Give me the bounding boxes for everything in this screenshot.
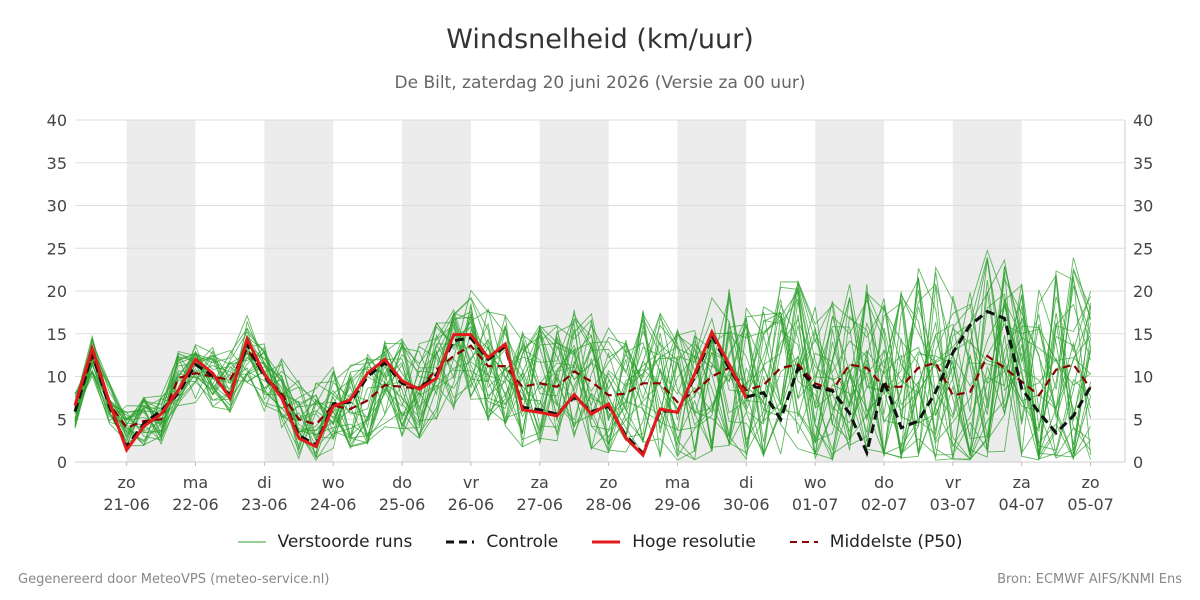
ensemble-run-line	[74, 266, 1092, 460]
y-tick-label-left: 5	[57, 410, 67, 429]
legend-label-median: Middelste (P50)	[829, 532, 963, 552]
x-tick-date: 21-06	[103, 495, 150, 514]
x-tick-day: zo	[118, 473, 136, 492]
legend-item-highres: Hoge resolutie	[592, 532, 756, 552]
legend-label-control: Controle	[486, 532, 559, 552]
y-tick-label-left: 20	[47, 282, 67, 301]
x-tick-date: 01-07	[792, 495, 839, 514]
x-tick-day: za	[1013, 473, 1031, 492]
x-tick-day: vr	[945, 473, 961, 492]
legend-item-control: Controle	[446, 532, 558, 552]
ensemble-run-line	[74, 270, 1092, 461]
chart-title: Windsnelheid (km/uur)	[446, 24, 754, 55]
x-tick-day: ma	[665, 473, 690, 492]
x-tick-day: vr	[463, 473, 479, 492]
y-tick-label-right: 10	[1133, 368, 1153, 387]
y-tick-label-right: 25	[1133, 239, 1153, 258]
x-tick-date: 29-06	[654, 495, 701, 514]
x-tick-day: za	[531, 473, 549, 492]
x-tick-date: 25-06	[379, 495, 426, 514]
x-tick-date: 02-07	[861, 495, 908, 514]
y-tick-label-left: 35	[47, 154, 67, 173]
y-tick-label-right: 5	[1133, 410, 1143, 429]
highres-series-line	[73, 328, 748, 458]
ensemble-run-line	[74, 283, 1092, 459]
y-tick-label-right: 30	[1133, 197, 1153, 216]
x-tick-date: 04-07	[998, 495, 1045, 514]
x-tick-day: do	[392, 473, 412, 492]
legend-swatch-highres	[592, 540, 621, 544]
x-tick-day: zo	[1081, 473, 1099, 492]
x-tick-date: 24-06	[310, 495, 357, 514]
y-tick-label-right: 35	[1133, 154, 1153, 173]
x-tick-date: 05-07	[1067, 495, 1114, 514]
x-tick-date: 03-07	[930, 495, 977, 514]
legend-swatch-ensemble	[237, 541, 266, 543]
legend-swatch-control	[446, 540, 475, 544]
x-tick-day: wo	[804, 473, 827, 492]
ensemble-run-line	[74, 257, 1092, 459]
chart-legend: Verstoorde runs Controle Hoge resolutie …	[0, 530, 1200, 554]
x-tick-date: 27-06	[517, 495, 564, 514]
y-tick-label-right: 20	[1133, 282, 1153, 301]
x-tick-date: 22-06	[172, 495, 219, 514]
legend-item-median: Middelste (P50)	[789, 532, 963, 552]
y-tick-label-left: 10	[47, 368, 67, 387]
chart-subtitle: De Bilt, zaterdag 20 juni 2026 (Versie z…	[394, 73, 806, 93]
y-tick-label-left: 25	[47, 239, 67, 258]
x-tick-date: 23-06	[241, 495, 288, 514]
y-tick-label-left: 15	[47, 325, 67, 344]
x-tick-day: wo	[322, 473, 345, 492]
footer-source: Bron: ECMWF AIFS/KNMI Ens	[997, 572, 1182, 587]
y-tick-label-left: 30	[47, 197, 67, 216]
legend-swatch-median	[789, 541, 818, 543]
x-tick-day: do	[874, 473, 894, 492]
x-tick-day: di	[257, 473, 272, 492]
y-tick-label-right: 40	[1133, 111, 1153, 130]
x-tick-day: di	[739, 473, 754, 492]
legend-item-ensemble: Verstoorde runs	[237, 532, 413, 552]
ensemble-run-line	[74, 289, 1092, 460]
x-tick-date: 30-06	[723, 495, 770, 514]
footer-generator: Gegenereerd door MeteoVPS (meteo-service…	[18, 572, 330, 587]
x-tick-date: 28-06	[585, 495, 632, 514]
y-tick-label-right: 15	[1133, 325, 1153, 344]
x-tick-date: 26-06	[448, 495, 495, 514]
y-tick-label-right: 0	[1133, 453, 1143, 472]
y-tick-label-left: 40	[47, 111, 67, 130]
legend-label-highres: Hoge resolutie	[632, 532, 756, 552]
x-tick-day: ma	[183, 473, 208, 492]
x-tick-day: zo	[600, 473, 618, 492]
y-tick-label-left: 0	[57, 453, 67, 472]
legend-label-ensemble: Verstoorde runs	[277, 532, 413, 552]
